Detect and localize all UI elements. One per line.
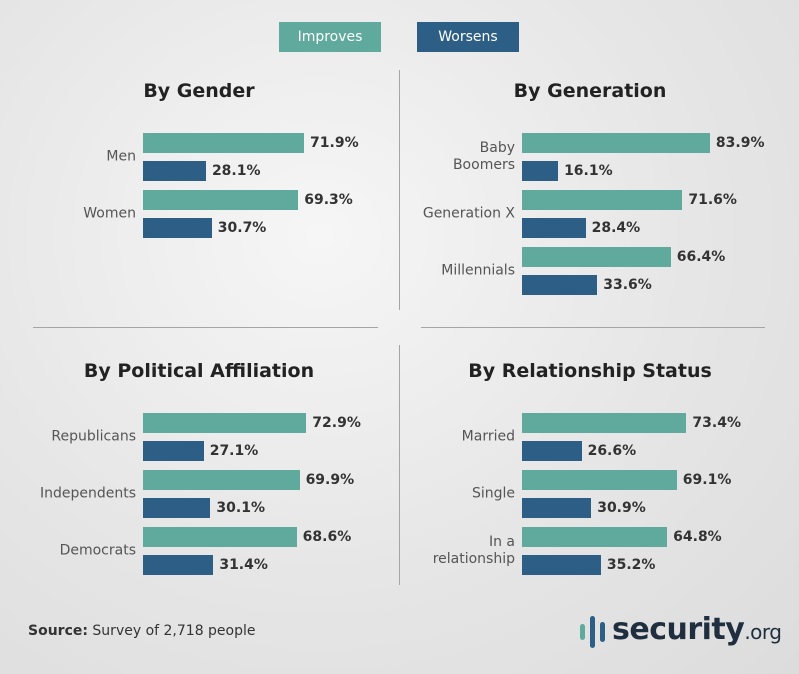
value-label: 28.1% [211,163,261,179]
category-line: Baby [479,140,515,156]
value-label: 73.4% [692,415,741,431]
bar [522,470,677,490]
bar [143,470,300,490]
category-label: Democrats [59,542,136,559]
panel-title: By Gender [143,80,255,102]
value-label: 69.3% [304,192,353,208]
bar [143,555,214,575]
value-label: 27.1% [209,443,259,459]
divider [399,345,400,585]
bar [143,190,299,210]
category-label: Republicans [51,428,136,445]
bar [143,133,305,153]
value-label: 83.9% [715,135,765,151]
bar [522,218,586,238]
value-label: 16.1% [564,163,613,179]
bar [522,161,559,181]
category-label: Men [106,148,136,165]
category-label: In a relationship [385,534,515,568]
value-label: 33.6% [603,277,652,293]
panel-title: By Political Affiliation [83,360,315,382]
divider [399,70,400,310]
value-label: 26.6% [587,443,637,459]
category-label: Independents [39,485,136,502]
bar [522,275,598,295]
value-label: 30.9% [597,500,646,516]
logo-brand: security [612,612,745,647]
bar [143,218,212,238]
bar [522,527,668,547]
category-line: relationship [432,551,515,567]
bar [522,247,671,267]
value-label: 69.9% [305,472,355,488]
category-label: Married [461,428,515,445]
bar [143,498,211,518]
divider [421,327,765,328]
value-label: 35.2% [606,557,656,573]
panel-title: By Relationship Status [468,360,712,382]
value-label: 71.6% [688,192,737,208]
bar [522,441,582,461]
value-label: 69.1% [682,472,732,488]
logo: security.org [612,612,782,647]
logo-icon [580,616,605,648]
bar [522,190,683,210]
divider [33,327,378,328]
bar [143,161,206,181]
panel-title: By Generation [513,80,667,102]
value-label: 31.4% [219,557,268,573]
value-label: 71.9% [310,135,359,151]
source: Source: Survey of 2,718 people [28,623,256,639]
value-label: 30.7% [217,220,267,236]
bar [522,133,710,153]
source-text: Survey of 2,718 people [92,623,256,639]
category-label: Baby Boomers [385,140,515,174]
legend-item: Worsens [417,22,519,52]
value-label: 30.1% [216,500,265,516]
category-label: Generation X [422,205,515,222]
category-line: Boomers [452,157,515,173]
value-label: 68.6% [302,529,352,545]
value-label: 64.8% [673,529,722,545]
value-label: 72.9% [312,415,361,431]
category-label: Millennials [441,262,515,279]
bar [522,413,687,433]
bar [522,498,592,518]
legend-item: Improves [279,22,381,52]
bar [522,555,601,575]
category-label: Single [471,485,515,502]
value-label: 66.4% [676,249,726,265]
bar [143,413,307,433]
logo-suffix: .org [744,620,782,644]
source-label: Source: [28,623,88,639]
category-line: In a [488,534,515,550]
bar [143,441,204,461]
category-label: Women [83,205,136,222]
bar [143,527,297,547]
value-label: 28.4% [591,220,641,236]
